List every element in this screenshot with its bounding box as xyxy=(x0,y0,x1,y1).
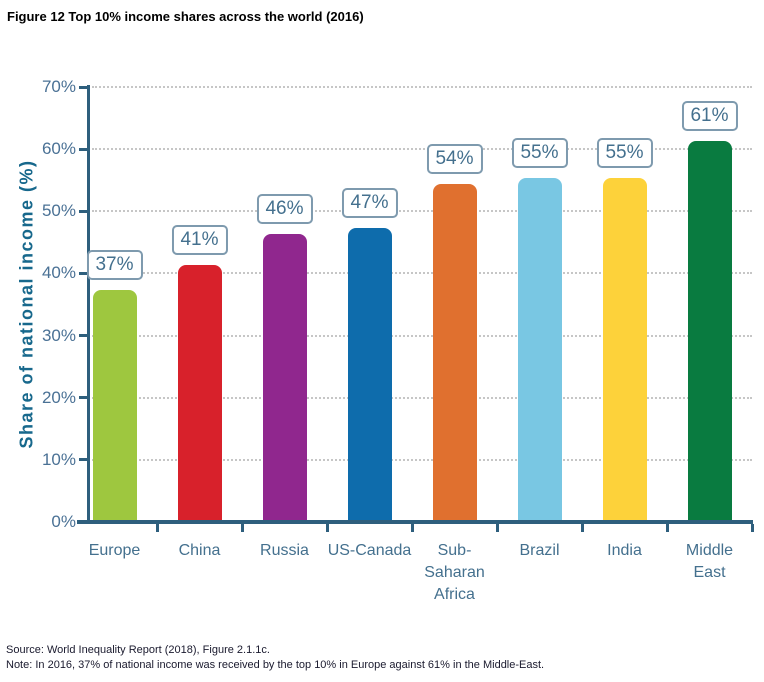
y-axis-tick xyxy=(79,458,90,462)
x-category-label-europe: Europe xyxy=(88,542,141,559)
y-tick-label: 40% xyxy=(41,263,76,283)
x-axis-tick xyxy=(665,524,669,532)
value-label-china: 41% xyxy=(171,225,228,255)
x-axis-tick xyxy=(325,524,329,532)
bar-russia xyxy=(262,234,307,520)
y-tick-label: 20% xyxy=(41,387,76,407)
x-category-label-china: China xyxy=(178,542,221,559)
value-label-us-canada: 47% xyxy=(341,188,398,218)
y-tick-label: 0% xyxy=(51,512,76,531)
y-tick-label: 60% xyxy=(41,139,76,159)
x-category-label-russia: Russia xyxy=(260,542,309,559)
bar-europe xyxy=(92,290,137,520)
y-tick-label: 30% xyxy=(41,325,76,345)
gridline-30 xyxy=(92,334,752,337)
x-axis-tick xyxy=(495,524,499,532)
x-category-label-sub-saharan-africa: Sub- Saharan Africa xyxy=(424,542,485,603)
bar-china xyxy=(177,265,222,520)
gridline-70 xyxy=(92,86,752,88)
x-axis-tick xyxy=(580,524,584,532)
x-axis-tick xyxy=(410,524,414,532)
x-category-label-middle-east: Middle East xyxy=(685,542,734,581)
value-label-russia: 46% xyxy=(256,194,313,224)
y-axis-tick xyxy=(79,396,90,400)
y-axis-tick xyxy=(79,147,90,151)
value-label-europe: 37% xyxy=(86,250,143,280)
x-category-label-brazil: Brazil xyxy=(519,542,560,559)
x-axis-tick xyxy=(750,524,754,532)
y-axis-tick xyxy=(79,209,90,213)
y-axis-tick xyxy=(79,334,90,338)
x-category-label-us-canada: US-Canada xyxy=(327,542,412,559)
bar-us-canada xyxy=(347,228,392,520)
gridline-40 xyxy=(92,272,752,275)
gridline-10 xyxy=(92,458,752,461)
bar-brazil xyxy=(517,178,562,520)
source-text: Source: World Inequality Report (2018), … xyxy=(6,644,270,656)
x-category-label-india: India xyxy=(607,542,642,559)
value-label-brazil: 55% xyxy=(511,138,568,168)
y-axis-tick xyxy=(79,85,90,89)
plot-area: 0% 10% 20% 30% 40% 50% 60% 70% 37% Europe 41% China… xyxy=(42,77,754,603)
figure-title: Figure 12 Top 10% income shares across t… xyxy=(7,9,364,24)
y-axis-tick xyxy=(79,271,90,275)
x-axis-tick xyxy=(155,524,159,532)
note-text: Note: In 2016, 37% of national income wa… xyxy=(6,659,545,671)
y-tick-label: 50% xyxy=(41,201,76,221)
y-axis-line xyxy=(87,85,90,524)
gridline-20 xyxy=(92,396,752,399)
bar-middle-east xyxy=(687,141,732,520)
x-axis-line xyxy=(77,520,753,524)
bar-sub-saharan-africa xyxy=(432,184,477,520)
value-label-middle-east: 61% xyxy=(681,101,738,131)
bar-india xyxy=(602,178,647,520)
gridline-60 xyxy=(92,148,752,151)
y-tick-label: 10% xyxy=(41,449,76,469)
value-label-sub-saharan-africa: 54% xyxy=(426,144,483,174)
y-tick-label: 70% xyxy=(41,77,76,96)
gridline-50 xyxy=(92,210,752,213)
value-label-india: 55% xyxy=(596,138,653,168)
x-axis-tick xyxy=(240,524,244,532)
